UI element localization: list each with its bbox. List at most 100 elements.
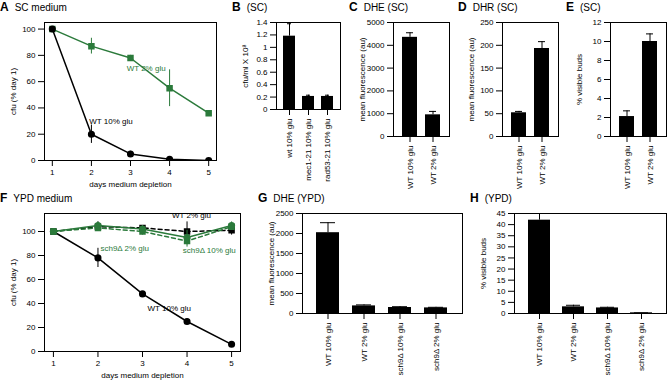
svg-text:10: 10 (593, 37, 602, 46)
svg-text:5000: 5000 (367, 18, 385, 27)
svg-text:sch9Δ 10% glu: sch9Δ 10% glu (183, 246, 236, 255)
svg-text:0: 0 (501, 309, 506, 318)
svg-text:sch9Δ 2% glu: sch9Δ 2% glu (637, 323, 646, 371)
svg-text:sch9Δ 2% glu: sch9Δ 2% glu (432, 323, 441, 371)
svg-text:3000: 3000 (367, 64, 385, 73)
svg-text:5: 5 (501, 298, 506, 307)
svg-text:WT 10% glu: WT 10% glu (623, 146, 632, 189)
svg-text:30: 30 (497, 242, 506, 251)
svg-text:2: 2 (597, 113, 602, 122)
svg-text:rad53-21 10% glu: rad53-21 10% glu (323, 119, 332, 182)
svg-text:150: 150 (480, 64, 494, 73)
svg-text:WT 10% glu: WT 10% glu (515, 146, 524, 189)
svg-text:sch9Δ 10% glu: sch9Δ 10% glu (396, 323, 405, 376)
svg-text:1000: 1000 (367, 109, 385, 118)
svg-text:12: 12 (593, 18, 602, 27)
svg-text:mean fluorescence (au): mean fluorescence (au) (467, 37, 476, 121)
svg-text:WT 10% glu: WT 10% glu (148, 304, 191, 313)
svg-text:40: 40 (497, 220, 506, 229)
svg-text:0: 0 (380, 132, 385, 141)
svg-text:60: 60 (27, 77, 36, 86)
svg-text:15: 15 (497, 276, 506, 285)
svg-text:5: 5 (206, 168, 211, 177)
svg-text:2: 2 (96, 359, 101, 368)
svg-text:1.4: 1.4 (256, 18, 268, 27)
svg-text:WT 2% glu: WT 2% glu (538, 146, 547, 185)
svg-text:4000: 4000 (367, 41, 385, 50)
svg-text:1500: 1500 (276, 249, 294, 258)
svg-text:50: 50 (485, 109, 494, 118)
svg-text:4: 4 (597, 94, 602, 103)
svg-text:days medium depletion: days medium depletion (89, 180, 171, 189)
svg-text:0.8: 0.8 (256, 55, 268, 64)
svg-text:WT 2% glu: WT 2% glu (360, 323, 369, 362)
svg-text:1000: 1000 (276, 269, 294, 278)
svg-text:3: 3 (128, 168, 133, 177)
svg-text:0: 0 (289, 309, 294, 318)
svg-text:2500: 2500 (276, 209, 294, 218)
svg-text:sch9Δ 2% glu: sch9Δ 2% glu (100, 244, 148, 253)
svg-text:0: 0 (31, 156, 36, 165)
svg-text:0: 0 (489, 132, 494, 141)
svg-text:100: 100 (480, 86, 494, 95)
svg-text:2000: 2000 (367, 86, 385, 95)
svg-text:mec1-21 10% glu: mec1-21 10% glu (304, 119, 313, 181)
svg-text:0.6: 0.6 (256, 68, 268, 77)
svg-text:6: 6 (597, 75, 602, 84)
svg-text:20: 20 (27, 323, 36, 332)
svg-text:WT 10% glu: WT 10% glu (535, 323, 544, 366)
svg-text:250: 250 (480, 18, 494, 27)
svg-text:% visible buds: % visible buds (575, 54, 584, 105)
svg-text:wt 10% glu: wt 10% glu (285, 119, 294, 159)
svg-text:1.2: 1.2 (256, 30, 268, 39)
svg-text:35: 35 (497, 231, 506, 240)
svg-text:200: 200 (480, 41, 494, 50)
svg-text:45: 45 (497, 209, 506, 218)
svg-text:0: 0 (31, 347, 36, 356)
svg-text:0.4: 0.4 (256, 80, 268, 89)
svg-text:cfu/ml X 10⁸: cfu/ml X 10⁸ (241, 44, 250, 87)
svg-text:4: 4 (167, 168, 172, 177)
html-text:(SC): (SC) (246, 2, 268, 13)
svg-text:cfu (% day 1): cfu (% day 1) (9, 259, 18, 306)
svg-text:25: 25 (497, 254, 506, 263)
svg-text:10: 10 (497, 287, 506, 296)
svg-text:WT 2% glu: WT 2% glu (127, 64, 166, 73)
svg-text:0: 0 (263, 105, 268, 114)
svg-text:WT 2% glu: WT 2% glu (429, 146, 438, 185)
svg-text:mean fluorescence (au): mean fluorescence (au) (358, 37, 367, 121)
svg-text:60: 60 (27, 275, 36, 284)
svg-text:80: 80 (27, 51, 36, 60)
svg-text:cfu (% day 1): cfu (% day 1) (9, 68, 18, 115)
svg-text:WT 10% glu: WT 10% glu (89, 117, 132, 126)
svg-text:WT 2% glu: WT 2% glu (569, 323, 578, 362)
svg-text:5: 5 (229, 359, 234, 368)
svg-text:3: 3 (140, 359, 145, 368)
svg-text:mean fluorescence (au): mean fluorescence (au) (267, 221, 276, 305)
html-text:SC medium: SC medium (14, 2, 67, 13)
svg-text:0.2: 0.2 (256, 93, 268, 102)
svg-text:days medium depletion: days medium depletion (101, 371, 183, 380)
svg-text:1: 1 (50, 168, 55, 177)
svg-text:4: 4 (185, 359, 190, 368)
svg-text:2000: 2000 (276, 229, 294, 238)
svg-text:8: 8 (597, 56, 602, 65)
svg-text:40: 40 (27, 299, 36, 308)
svg-text:0: 0 (597, 132, 602, 141)
svg-text:WT 2% glu: WT 2% glu (646, 146, 655, 185)
svg-text:% visible buds: % visible buds (479, 238, 488, 289)
svg-text:1: 1 (51, 359, 56, 368)
svg-text:sch9Δ 10% glu: sch9Δ 10% glu (603, 323, 612, 376)
svg-text:40: 40 (27, 103, 36, 112)
svg-text:WT 2% glu: WT 2% glu (172, 211, 211, 220)
svg-text:1: 1 (263, 43, 268, 52)
svg-text:100: 100 (22, 227, 36, 236)
svg-text:500: 500 (280, 289, 294, 298)
svg-text:100: 100 (22, 25, 36, 34)
svg-text:20: 20 (27, 130, 36, 139)
svg-text:WT 10% glu: WT 10% glu (406, 146, 415, 189)
svg-text:2: 2 (89, 168, 94, 177)
svg-text:20: 20 (497, 265, 506, 274)
svg-text:80: 80 (27, 251, 36, 260)
svg-text:WT 10% glu: WT 10% glu (324, 323, 333, 366)
